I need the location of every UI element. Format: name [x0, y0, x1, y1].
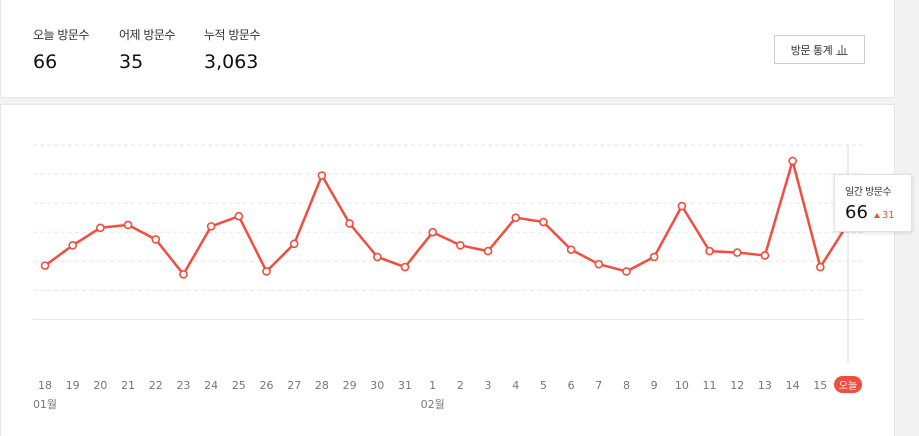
- data-point[interactable]: [234, 211, 244, 221]
- data-point[interactable]: [732, 248, 742, 257]
- yesterday-visits-value: 35: [119, 51, 144, 73]
- x-tick-label: 27: [287, 379, 301, 392]
- data-point[interactable]: [96, 223, 105, 233]
- x-tick-label: 12: [730, 379, 744, 392]
- visitor-summary-card: 오늘 방문수 66 어제 방문수 35 누적 방문수 3,063 방문 통계: [0, 0, 895, 98]
- x-tick-label: 29: [343, 379, 357, 392]
- data-point[interactable]: [428, 227, 437, 237]
- x-tick-label: 4: [512, 379, 519, 392]
- data-point[interactable]: [705, 246, 714, 256]
- daily-visits-tooltip: 일간 방문수 66 31: [834, 174, 912, 232]
- data-point[interactable]: [345, 219, 354, 228]
- data-point[interactable]: [622, 267, 631, 276]
- data-point[interactable]: [400, 262, 410, 272]
- data-point[interactable]: [456, 240, 465, 250]
- x-tick-label: 24: [204, 379, 218, 392]
- today-visits-value: 66: [33, 51, 58, 73]
- tooltip-delta-value: 31: [881, 210, 895, 221]
- visit-stats-button[interactable]: 방문 통계: [774, 35, 865, 64]
- x-tick-label: 7: [595, 379, 602, 392]
- month-label: 01월: [33, 398, 57, 411]
- x-tick-label: 10: [675, 379, 689, 392]
- data-point[interactable]: [649, 252, 659, 262]
- tooltip-delta: 31: [873, 210, 895, 221]
- total-visits: 누적 방문수 3,063: [204, 26, 261, 73]
- month-label: 02월: [421, 398, 445, 411]
- data-point[interactable]: [123, 220, 133, 230]
- data-point[interactable]: [40, 261, 50, 270]
- series-line: [44, 159, 850, 276]
- yesterday-visits: 어제 방문수 35: [119, 26, 176, 73]
- x-tick-label: 14: [786, 379, 800, 392]
- x-tick-label: 13: [758, 379, 772, 392]
- data-point[interactable]: [539, 217, 548, 227]
- x-tick-label: 6: [568, 379, 575, 392]
- data-point[interactable]: [511, 213, 521, 222]
- x-tick-label: 19: [66, 379, 80, 392]
- x-axis: 18 19 20 21 22 23 24 25 26 27 28 29 30 31 1 2 3 4 5 6 7 8 9 10 1…: [33, 376, 862, 411]
- yesterday-visits-label: 어제 방문수: [119, 28, 176, 42]
- total-visits-value: 3,063: [204, 51, 259, 73]
- data-point[interactable]: [179, 270, 188, 279]
- today-visits-label: 오늘 방문수: [33, 28, 90, 42]
- x-tick-label: 2: [457, 379, 464, 392]
- x-tick-label: 22: [149, 379, 163, 392]
- x-tick-label: 오늘: [839, 380, 857, 392]
- data-point[interactable]: [483, 246, 493, 256]
- data-point[interactable]: [151, 235, 161, 244]
- data-point[interactable]: [68, 240, 77, 250]
- up-arrow-icon: [873, 213, 880, 218]
- data-point[interactable]: [372, 252, 382, 262]
- tooltip-label: 일간 방문수: [845, 187, 892, 198]
- data-point[interactable]: [206, 222, 216, 231]
- data-point[interactable]: [594, 259, 604, 269]
- total-visits-label: 누적 방문수: [204, 28, 261, 42]
- x-tick-label: 18: [38, 379, 52, 392]
- data-point[interactable]: [317, 171, 327, 180]
- x-tick-label: 5: [540, 379, 547, 392]
- x-tick-label: 31: [398, 379, 412, 392]
- x-tick-label: 25: [232, 379, 246, 392]
- today-visits: 오늘 방문수 66: [33, 26, 90, 73]
- x-tick-label: 15: [813, 379, 827, 392]
- bar-chart-icon: [836, 45, 848, 55]
- data-point[interactable]: [760, 251, 770, 260]
- daily-visits-chart-card: [0, 104, 895, 436]
- data-points: [40, 156, 853, 279]
- x-tick-label: 21: [121, 379, 135, 392]
- today-tick-badge: [834, 376, 862, 393]
- chart-grid: [33, 144, 863, 320]
- x-tick-label: 1: [429, 379, 436, 392]
- data-point[interactable]: [788, 156, 797, 166]
- x-tick-label: 30: [370, 379, 384, 392]
- data-point[interactable]: [566, 245, 576, 254]
- data-point[interactable]: [816, 262, 825, 272]
- x-tick-label: 3: [485, 379, 492, 392]
- tooltip-value: 66: [845, 202, 868, 223]
- x-tick-label: 9: [651, 379, 658, 392]
- x-tick-label: 11: [703, 379, 717, 392]
- data-point[interactable]: [262, 267, 271, 276]
- x-tick-label: 20: [93, 379, 107, 392]
- x-tick-label: 8: [623, 379, 630, 392]
- data-point[interactable]: [289, 239, 299, 249]
- tooltip-value-row: 66 31: [845, 202, 901, 223]
- data-point[interactable]: [677, 201, 687, 211]
- visit-stats-button-label: 방문 통계: [790, 43, 833, 57]
- x-tick-label: 23: [176, 379, 190, 392]
- x-tick-label: 26: [260, 379, 274, 392]
- x-tick-label: 28: [315, 379, 329, 392]
